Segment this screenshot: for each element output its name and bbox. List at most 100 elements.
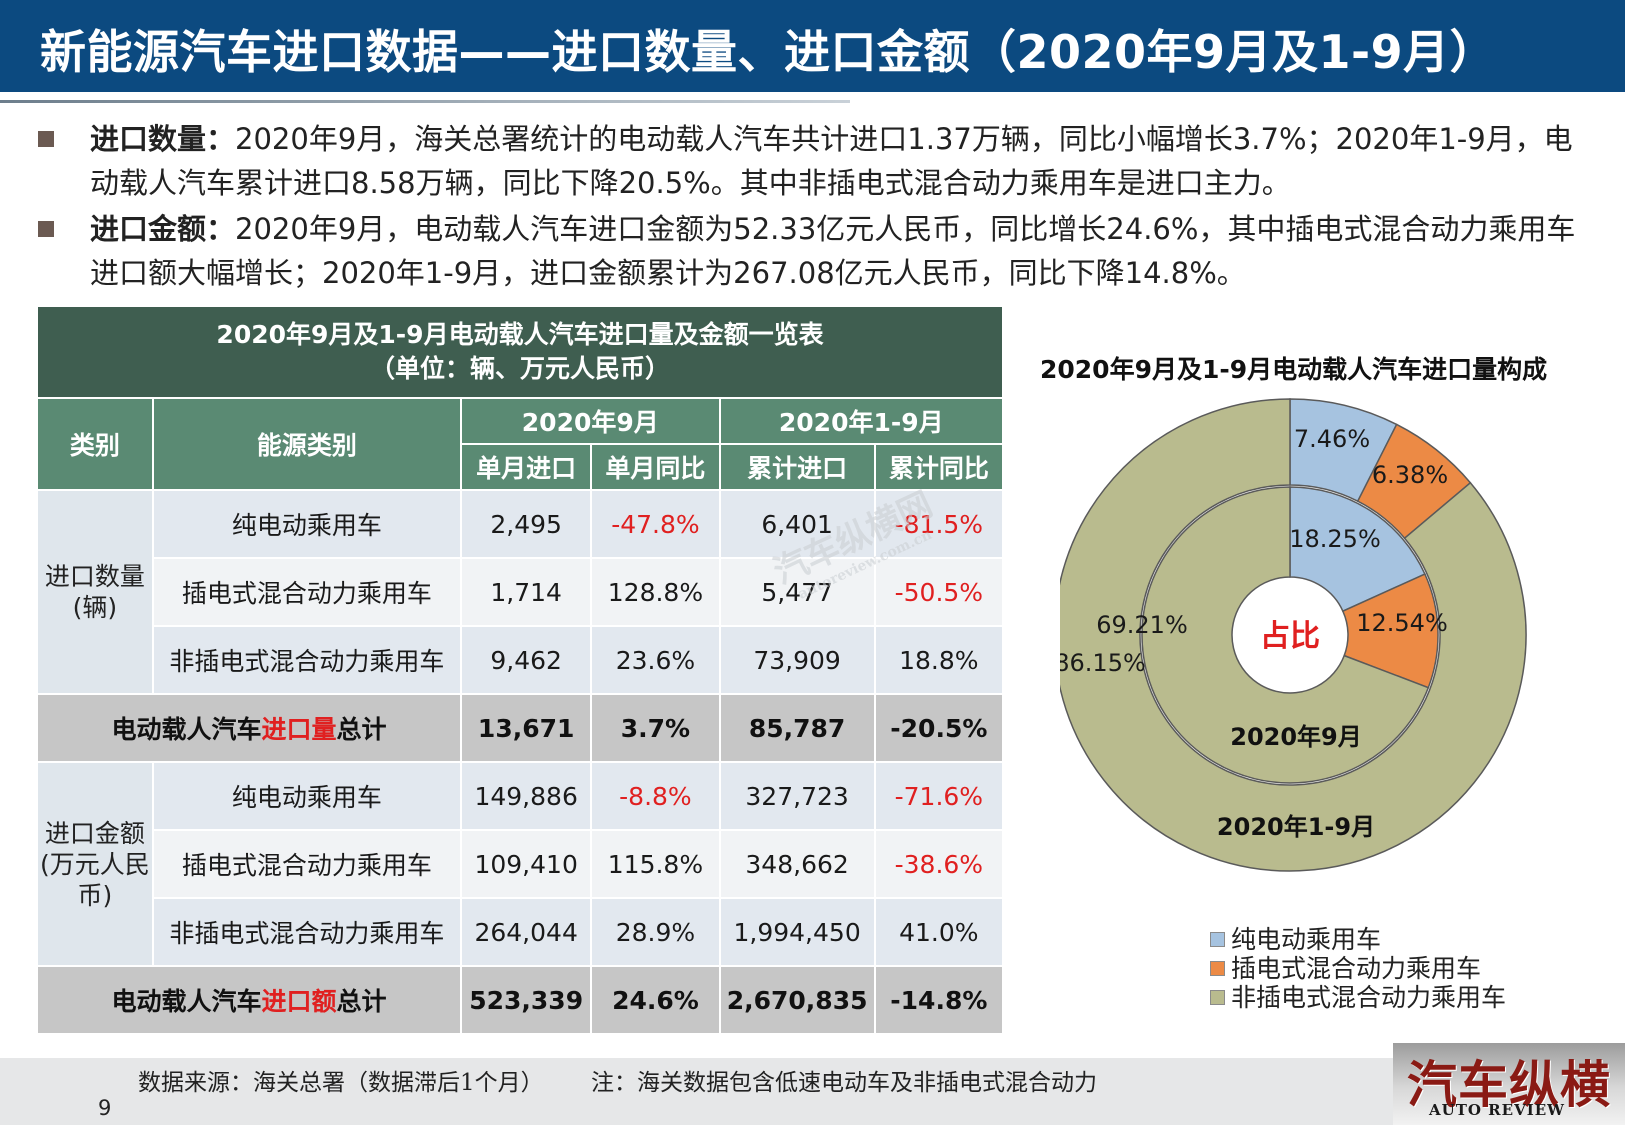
legend-swatch: [1210, 990, 1225, 1005]
bullet-text: 2020年9月，海关总署统计的电动载人汽车共计进口1.37万辆，同比小幅增长3.…: [90, 122, 1573, 200]
cell: -14.8%: [873, 965, 1005, 1035]
category-quantity: 进口数量 (辆): [36, 489, 154, 695]
cell: -8.8%: [590, 761, 721, 831]
table-title: 2020年9月及1-9月电动载人汽车进口量及金额一览表 （单位：辆、万元人民币）: [36, 305, 1004, 399]
cell: 109,410: [460, 829, 593, 899]
cell: 1,994,450: [718, 897, 876, 967]
legend-swatch: [1210, 932, 1225, 947]
donut-chart: 18.25% 12.54% 69.21% 7.46%6.38% 86.15% 占比 2020…: [1060, 398, 1527, 872]
bullet-amount: 进口金额：2020年9月，电动载人汽车进口金额为52.33亿元人民币，同比增长2…: [38, 207, 1598, 295]
total-label: 电动载人汽车进口量总计: [35, 693, 463, 763]
donut-center-label: 占比: [1260, 619, 1320, 654]
cell: 9,462: [460, 625, 593, 695]
ring-name-outer: 2020年1-9月: [1217, 813, 1375, 841]
source-text: 数据来源：海关总署（数据滞后1个月）: [138, 1070, 544, 1096]
slice-label-inner-2: 12.54%: [1356, 609, 1448, 637]
legend-label: 非插电式混合动力乘用车: [1231, 983, 1507, 1012]
total-label: 电动载人汽车进口额总计: [35, 965, 463, 1035]
cell: 2,670,835: [718, 965, 876, 1035]
category-amount: 进口金额 (万元人民 币): [36, 761, 154, 967]
table-row: 非插电式混合动力乘用车 264,044 28.9% 1,994,450 41.0…: [37, 897, 1005, 967]
cell: 13,671: [460, 693, 593, 763]
total-label-post: 总计: [336, 715, 387, 744]
cell: 128.8%: [590, 557, 721, 627]
legend-item: 插电式混合动力乘用车: [1210, 954, 1506, 983]
row-label: 纯电动乘用车: [151, 489, 463, 559]
row-label: 非插电式混合动力乘用车: [151, 897, 463, 967]
row-label: 插电式混合动力乘用车: [151, 557, 463, 627]
legend-item: 非插电式混合动力乘用车: [1210, 983, 1506, 1012]
table-row: 非插电式混合动力乘用车 9,462 23.6% 73,909 18.8%: [37, 625, 1005, 695]
header-col4: 累计同比: [873, 443, 1005, 491]
header-col1: 单月进口: [460, 443, 593, 491]
donut-slice-inner-3: [1141, 486, 1430, 784]
header-group-sep: 2020年9月: [460, 397, 721, 445]
footer-source: 数据来源：海关总署（数据滞后1个月） 注：海关数据包含低速电动车及非插电式混合动…: [138, 1063, 1137, 1097]
header-col2: 单月同比: [590, 443, 721, 491]
donut-slice-outer-3: [1060, 398, 1527, 872]
title-divider: [0, 100, 850, 103]
cell: 24.6%: [590, 965, 721, 1035]
page-title: 新能源汽车进口数据——进口数量、进口金额（2020年9月及1-9月）: [40, 25, 1497, 79]
ring-name-inner: 2020年9月: [1230, 723, 1362, 751]
page-number: 9: [98, 1096, 112, 1120]
cell: 1,714: [460, 557, 593, 627]
slice-label-outer-3: 86.15%: [1060, 649, 1146, 677]
header-col3: 累计进口: [718, 443, 876, 491]
cell: -71.6%: [873, 761, 1005, 831]
header-group-ytd: 2020年1-9月: [718, 397, 1005, 445]
row-label: 纯电动乘用车: [151, 761, 463, 831]
table-row-total-amount: 电动载人汽车进口额总计 523,339 24.6% 2,670,835 -14.…: [35, 965, 1005, 1035]
cell: 523,339: [460, 965, 593, 1035]
cell: 41.0%: [873, 897, 1005, 967]
legend-label: 纯电动乘用车: [1231, 925, 1382, 954]
cell: 18.8%: [873, 625, 1005, 695]
cell: 264,044: [460, 897, 593, 967]
table-row-total-quantity: 电动载人汽车进口量总计 13,671 3.7% 85,787 -20.5%: [35, 693, 1005, 763]
table-row: 插电式混合动力乘用车 1,714 128.8% 5,477 -50.5%: [37, 557, 1005, 627]
legend-swatch: [1210, 961, 1225, 976]
cell: -50.5%: [873, 557, 1005, 627]
table-title-line1: 2020年9月及1-9月电动载人汽车进口量及金额一览表: [216, 320, 824, 349]
cell: -38.6%: [873, 829, 1005, 899]
cell: -47.8%: [590, 489, 721, 559]
total-label-pre: 电动载人汽车: [111, 987, 262, 1016]
bullet-quantity: 进口数量：2020年9月，海关总署统计的电动载人汽车共计进口1.37万辆，同比小…: [38, 117, 1598, 205]
table-row: 进口数量 (辆) 纯电动乘用车 2,495 -47.8% 6,401 -81.5…: [36, 489, 1005, 695]
row-label: 非插电式混合动力乘用车: [151, 625, 463, 695]
cell: 149,886: [460, 761, 593, 831]
table-row: 进口金额 (万元人民 币) 纯电动乘用车 149,886 -8.8% 327,7…: [36, 761, 1005, 967]
cell: 85,787: [718, 693, 876, 763]
cell: 5,477: [718, 557, 876, 627]
bullet-square-icon: [38, 131, 54, 147]
import-table: 2020年9月及1-9月电动载人汽车进口量及金额一览表 （单位：辆、万元人民币）…: [35, 305, 1005, 1035]
chart-legend: 纯电动乘用车 插电式混合动力乘用车 非插电式混合动力乘用车: [1210, 925, 1506, 1012]
note-text: 注：海关数据包含低速电动车及非插电式混合动力: [590, 1070, 1097, 1096]
cell: 3.7%: [590, 693, 721, 763]
row-label: 插电式混合动力乘用车: [151, 829, 463, 899]
donut-slice-inner-1: [1289, 486, 1426, 613]
footer-band: [0, 1058, 1625, 1125]
total-label-highlight: 进口量: [261, 715, 337, 744]
cell: -81.5%: [873, 489, 1005, 559]
cell: 115.8%: [590, 829, 721, 899]
table-title-line2: （单位：辆、万元人民币）: [369, 354, 670, 383]
slice-label-inner-3: 69.21%: [1096, 611, 1188, 639]
cell: 327,723: [718, 761, 876, 831]
cell: -20.5%: [873, 693, 1005, 763]
header-category: 类别: [36, 397, 154, 491]
brand-logo: 汽车纵横 AUTO REVIEW: [1393, 1043, 1625, 1125]
bullet-label: 进口数量：: [90, 122, 236, 156]
header-energy: 能源类别: [151, 397, 463, 491]
bullet-text: 2020年9月，电动载人汽车进口金额为52.33亿元人民币，同比增长24.6%，…: [90, 212, 1576, 290]
total-label-pre: 电动载人汽车: [111, 715, 262, 744]
cell: 348,662: [718, 829, 876, 899]
cell: 23.6%: [590, 625, 721, 695]
cell: 73,909: [718, 625, 876, 695]
legend-label: 插电式混合动力乘用车: [1231, 954, 1482, 983]
total-label-highlight: 进口额: [261, 987, 337, 1016]
slice-label-outer-2: 6.38%: [1372, 461, 1448, 489]
chart-title: 2020年9月及1-9月电动载人汽车进口量构成: [1040, 355, 1548, 384]
cell: 6,401: [718, 489, 876, 559]
title-bar: 新能源汽车进口数据——进口数量、进口金额（2020年9月及1-9月）: [0, 0, 1625, 92]
